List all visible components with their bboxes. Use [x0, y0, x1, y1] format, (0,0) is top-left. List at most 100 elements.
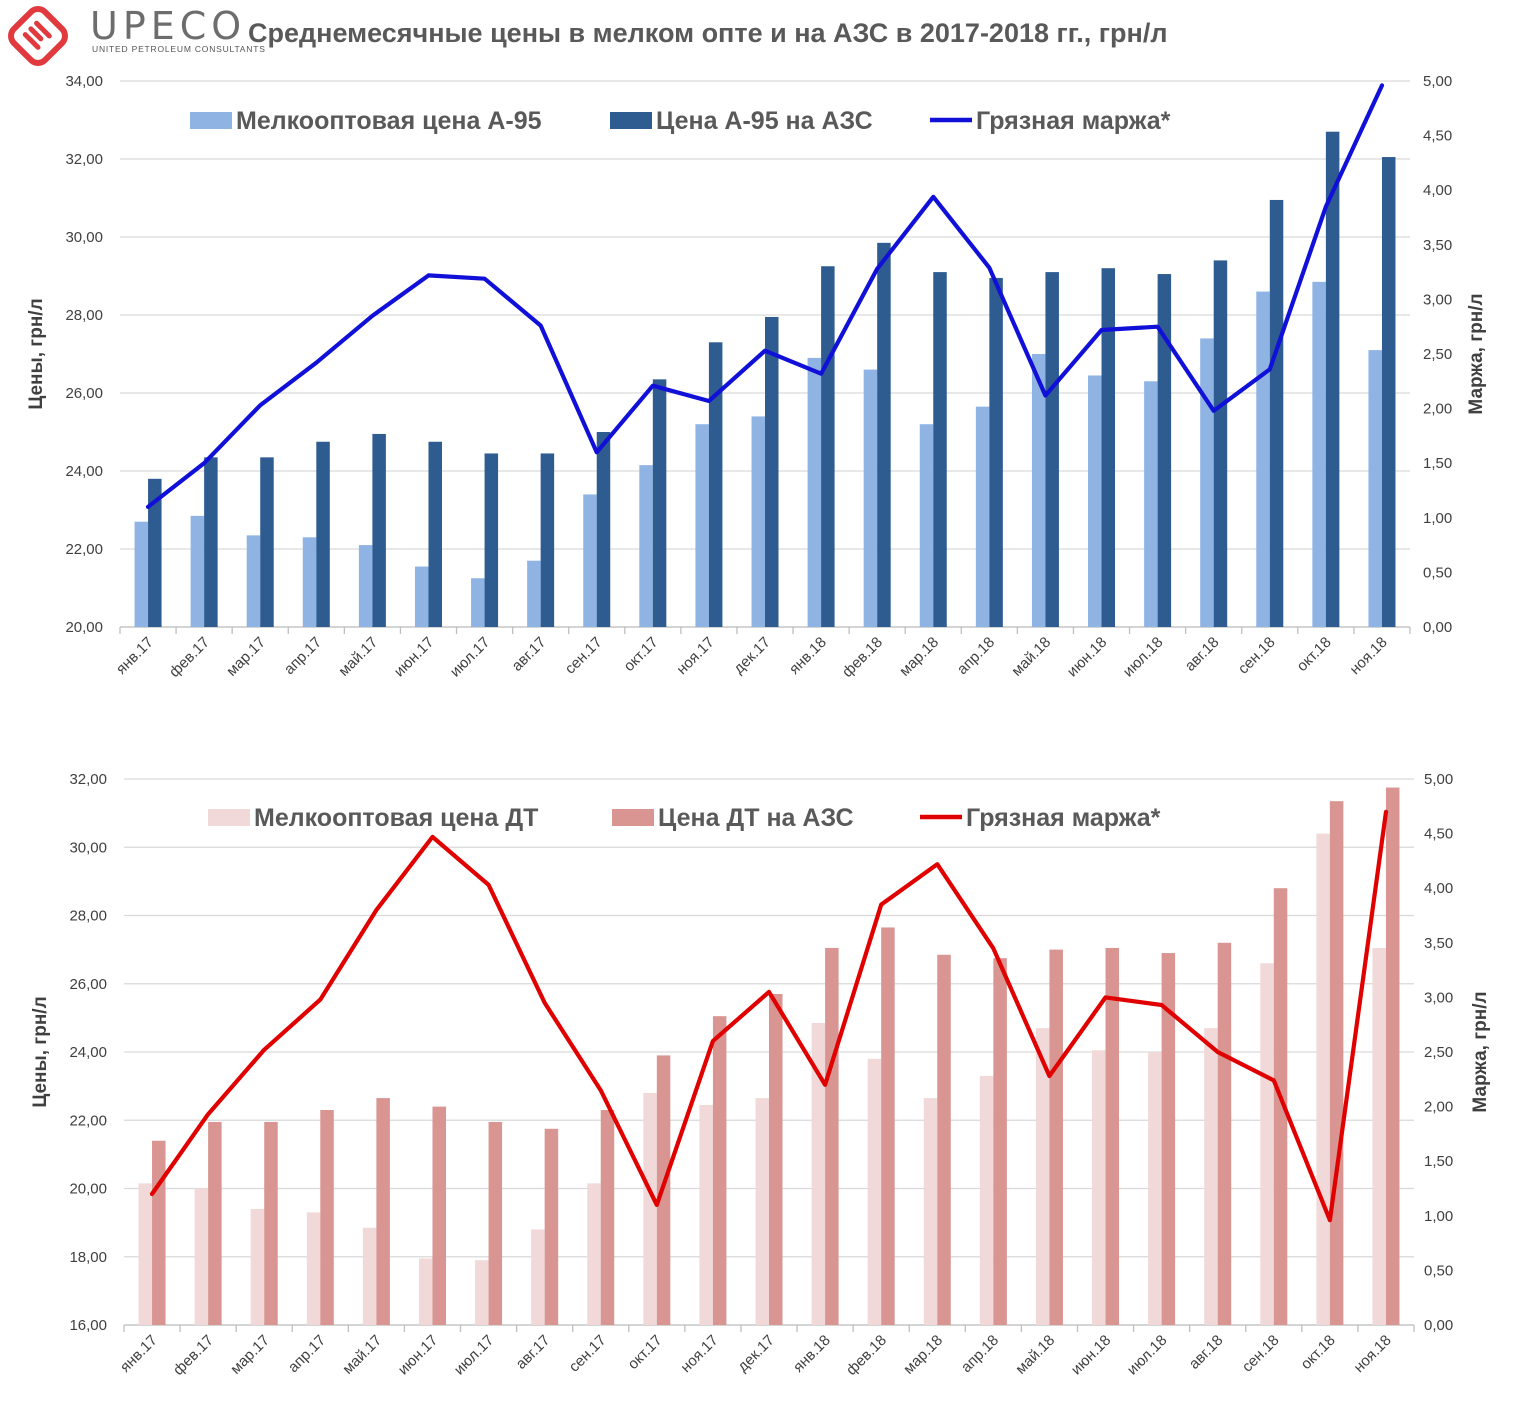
- bar: [1372, 947, 1386, 1325]
- bar: [652, 379, 667, 627]
- x-tick-label: июл.18: [1124, 1332, 1171, 1379]
- x-tick-label: ноя.17: [673, 634, 717, 678]
- legend-swatch: [208, 809, 250, 826]
- y2-tick-label: 5,00: [1424, 771, 1453, 788]
- y2-tick-label: 0,00: [1424, 1317, 1453, 1334]
- bar: [583, 494, 597, 627]
- bar: [1045, 272, 1059, 627]
- x-tick-label: сен.18: [1235, 634, 1279, 678]
- x-tick-label: окт.17: [625, 1332, 666, 1373]
- brand-name: UPECO: [90, 4, 247, 48]
- y2-tick-label: 0,00: [1423, 619, 1452, 636]
- bar: [933, 272, 947, 627]
- x-tick-label: июл.17: [451, 1332, 498, 1379]
- x-tick-label: апр.18: [958, 1332, 1002, 1376]
- bar: [923, 1098, 938, 1325]
- bar: [751, 416, 765, 627]
- bar: [1031, 354, 1046, 627]
- x-tick-label: ноя.17: [677, 1332, 721, 1376]
- y2-tick-label: 2,50: [1424, 1044, 1453, 1061]
- bar: [531, 1229, 545, 1325]
- y2-tick-label: 1,50: [1424, 1153, 1453, 1170]
- header: UPECO UNITED PETROLEUM CONSULTANTS Средн…: [0, 0, 1523, 70]
- bar: [488, 1121, 503, 1325]
- bar: [699, 1104, 713, 1325]
- legend-label: Грязная маржа*: [976, 107, 1171, 135]
- x-tick-label: апр.18: [954, 634, 998, 678]
- bar: [993, 958, 1007, 1325]
- bar: [418, 1258, 433, 1325]
- legend-item: Мелкооптовая цена А-95: [190, 107, 542, 135]
- bar: [138, 1183, 153, 1325]
- bar: [134, 521, 149, 627]
- bar: [246, 535, 261, 627]
- bar: [1329, 801, 1344, 1325]
- bar: [1148, 1052, 1162, 1325]
- bar: [695, 424, 709, 627]
- bar: [432, 1106, 446, 1325]
- bar: [1200, 338, 1214, 627]
- bar: [302, 537, 317, 627]
- margin-line: [145, 83, 1385, 509]
- y-tick-label: 30,00: [65, 229, 103, 246]
- bar: [376, 1098, 390, 1325]
- bar: [769, 993, 783, 1325]
- bar: [708, 342, 723, 627]
- bar: [1105, 947, 1120, 1325]
- ureco-logo-icon: [8, 6, 68, 66]
- y2-tick-label: 3,00: [1424, 989, 1453, 1006]
- y-tick-label: 22,00: [65, 541, 103, 558]
- bar: [1325, 131, 1340, 627]
- bar: [825, 947, 839, 1325]
- y2-tick-label: 3,50: [1423, 237, 1452, 254]
- bar: [811, 1022, 826, 1325]
- bar: [1273, 888, 1288, 1325]
- y-tick-label: 28,00: [65, 307, 103, 324]
- bar: [316, 441, 330, 627]
- legend-swatch: [612, 809, 654, 826]
- x-tick-label: июн.18: [1068, 1332, 1115, 1379]
- legend-label: Грязная маржа*: [966, 804, 1161, 832]
- x-tick-label: янв.17: [117, 1332, 161, 1376]
- legend: Мелкооптовая цена ДТ Цена ДТ на АЗС Грязна…: [208, 804, 1161, 832]
- bar: [1092, 1050, 1106, 1325]
- legend-swatch: [610, 112, 652, 129]
- bar: [1260, 963, 1274, 1325]
- y-tick-label: 34,00: [65, 73, 103, 90]
- margin-line: [149, 809, 1389, 1223]
- y-tick-label: 26,00: [65, 385, 103, 402]
- bar: [1316, 833, 1330, 1325]
- y2-tick-label: 2,50: [1423, 346, 1452, 363]
- x-tick-label: авг.18: [1186, 1332, 1227, 1373]
- y-tick-label: 20,00: [69, 1181, 107, 1198]
- bar: [587, 1183, 601, 1325]
- bar: [1217, 942, 1232, 1325]
- y2-tick-label: 3,50: [1424, 935, 1453, 952]
- x-tick-label: янв.18: [790, 1332, 834, 1376]
- legend-swatch: [190, 112, 232, 129]
- legend-item: Грязная маржа*: [930, 107, 1171, 135]
- y2-axis-title: Маржа, грн/л: [1466, 293, 1487, 414]
- bar: [1368, 350, 1382, 627]
- bar: [414, 566, 429, 627]
- legend-label: Цена ДТ на АЗС: [658, 804, 854, 832]
- x-tick-label: ноя.18: [1351, 1332, 1395, 1376]
- bar: [1161, 953, 1176, 1325]
- x-tick-label: окт.18: [1298, 1332, 1339, 1373]
- x-tick-label: янв.17: [113, 634, 157, 678]
- bar: [527, 560, 541, 627]
- bar: [919, 424, 934, 627]
- bar: [1049, 949, 1063, 1325]
- bar: [1385, 787, 1400, 1325]
- x-tick-label: май.18: [1012, 1332, 1058, 1378]
- y-tick-label: 30,00: [69, 839, 107, 856]
- y-tick-label: 24,00: [65, 463, 103, 480]
- bar: [194, 1188, 209, 1325]
- bar: [712, 1016, 727, 1325]
- bar: [306, 1212, 321, 1325]
- bar: [362, 1227, 377, 1325]
- bar: [475, 1260, 489, 1325]
- legend-item: Цена А-95 на АЗС: [610, 107, 873, 135]
- bar: [807, 357, 822, 627]
- brand-subtitle: UNITED PETROLEUM CONSULTANTS: [92, 44, 266, 54]
